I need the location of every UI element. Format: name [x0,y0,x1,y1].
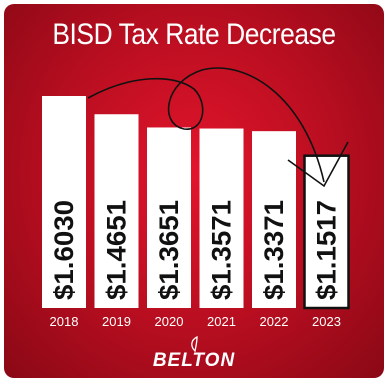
year-label-2022: 2022 [260,314,289,329]
value-label-2020: $1.3651 [154,200,184,300]
leaf-icon [191,336,198,352]
chart-title: BISD Tax Rate Decrease [52,18,336,51]
value-label-2021: $1.3571 [207,200,237,300]
belton-logo: BELTON [152,350,236,371]
value-label-2022: $1.3371 [259,200,289,300]
year-label-2018: 2018 [50,314,79,329]
year-label-2020: 2020 [155,314,184,329]
year-label-2023: 2023 [312,314,341,329]
bar-2020 [147,127,191,308]
year-label-2019: 2019 [102,314,131,329]
year-label-2021: 2021 [207,314,236,329]
bar-2019 [94,114,139,309]
bar-2023 [303,154,350,310]
curved-arrow [87,67,325,183]
arrow-head [287,141,349,188]
value-label-2023: $1.1517 [312,200,342,300]
value-label-2018: $1.6030 [49,200,79,300]
value-label-2019: $1.4651 [102,200,132,300]
bar-2021 [199,128,244,308]
bar-2018 [42,96,86,308]
bar-chart: $1.6030 $1.4651 $1.3651 $1.3571 $1.3371 $1.15… [42,67,350,329]
graphic-frame: BISD Tax Rate Decrease $1.6030 $1.4651 $1.… [4,4,384,378]
